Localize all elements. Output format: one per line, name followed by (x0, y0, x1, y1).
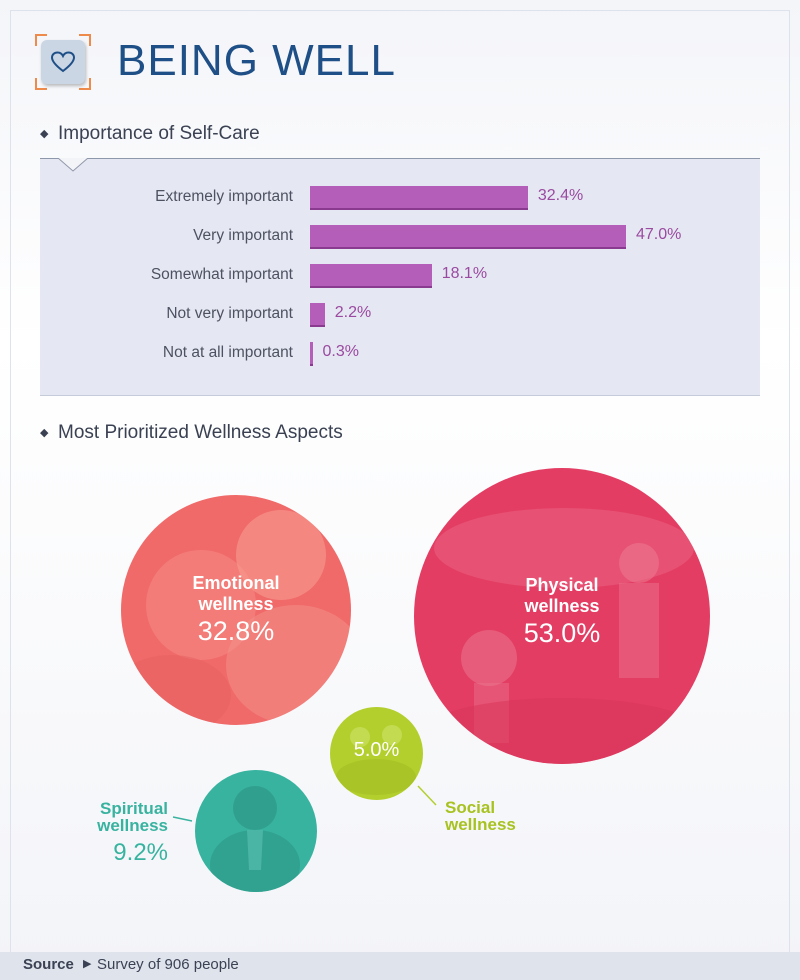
bar-value-label: 32.4% (537, 187, 584, 204)
bubble-social-value: 5.0% (353, 739, 400, 761)
diamond-bullet-icon: ◆ (40, 427, 49, 439)
diamond-bullet-icon: ◆ (40, 128, 49, 140)
infographic-frame (10, 10, 790, 952)
section-title-wellness: ◆ Most Prioritized Wellness Aspects (40, 422, 343, 443)
bar-category-label: Very important (193, 227, 293, 244)
spiritual-label: Spiritual wellness (97, 799, 168, 835)
bubble-emotional: Emotional wellness 32.8% (121, 495, 351, 725)
social-label: Social wellness (445, 798, 516, 834)
bar-row: Somewhat important 18.1% (40, 264, 760, 288)
pointer-notch (58, 158, 88, 172)
leader-lines (172, 785, 437, 822)
bar-category-label: Extremely important (155, 188, 293, 205)
logo-badge (35, 34, 91, 90)
heart-icon (51, 51, 75, 73)
source-text: Survey of 906 people (97, 956, 239, 973)
bar (310, 186, 528, 208)
bar-row: Not at all important 0.3% (40, 342, 760, 366)
arrow-right-icon: ▶ (83, 958, 92, 970)
bubble-physical-name: Physical wellness (524, 575, 600, 616)
self-care-bar-chart: Extremely important 32.4% Very important 47… (40, 158, 760, 396)
page-title: BEING WELL (117, 36, 396, 85)
bubble-spiritual (195, 770, 317, 892)
bubble-emotional-name: Emotional wellness (192, 573, 280, 614)
bar (310, 264, 432, 286)
bar-row: Very important 47.0% (40, 225, 760, 249)
bar-category-label: Not at all important (162, 344, 293, 361)
source-footer: Source ▶ Survey of 906 people (0, 952, 800, 980)
bar-value-label: 0.3% (322, 343, 359, 360)
section-title-self-care: ◆ Importance of Self-Care (40, 123, 260, 144)
bar (310, 225, 626, 247)
bubble-physical: Physical wellness 53.0% (414, 468, 710, 764)
source-label: Source (23, 956, 74, 973)
bar-category-label: Somewhat important (150, 266, 293, 283)
bar (310, 342, 313, 364)
bar-value-label: 18.1% (441, 265, 488, 282)
wellness-bubble-chart: Emotional wellness 32.8% Physical wellne… (0, 450, 800, 900)
bar (310, 303, 325, 325)
bar-row: Extremely important 32.4% (40, 186, 760, 210)
bar-value-label: 47.0% (636, 226, 682, 243)
bar-category-label: Not very important (166, 305, 293, 322)
bubble-physical-value: 53.0% (523, 618, 601, 648)
bar-value-label: 2.2% (334, 304, 372, 321)
bubble-emotional-value: 32.8% (197, 616, 275, 646)
bar-row: Not very important 2.2% (40, 303, 760, 327)
bubble-social: 5.0% (330, 707, 423, 800)
spiritual-value: 9.2% (113, 839, 168, 866)
